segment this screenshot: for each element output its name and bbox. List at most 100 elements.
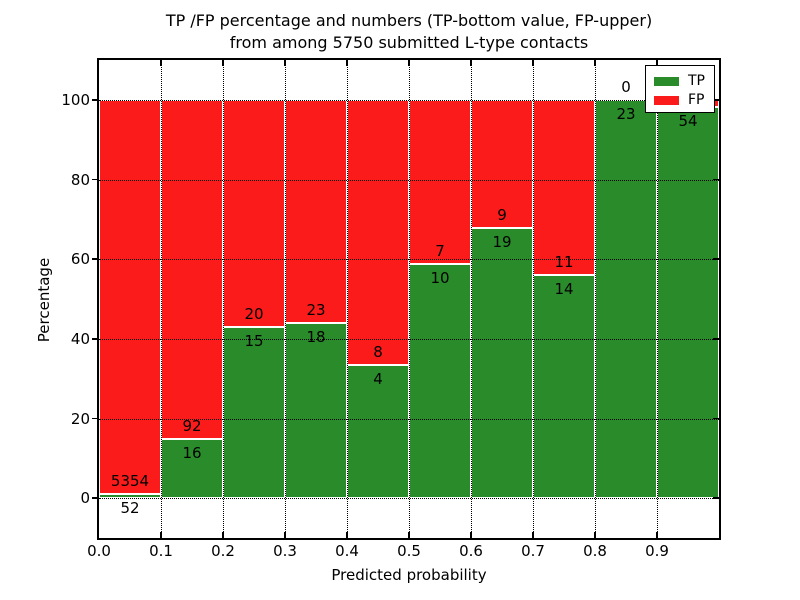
x-tick-label: 0.8 [583,542,607,560]
x-axis-tick-top [532,60,534,66]
x-axis-tick-top [284,60,286,66]
chart-title-line1: TP /FP percentage and numbers (TP-bottom… [165,11,653,30]
bar-segment-fp [409,99,471,264]
y-axis-tick-right [713,417,719,420]
bar-segment-tp [161,439,223,499]
bar-label-tp: 19 [492,232,512,251]
bar-label-tp: 15 [244,332,264,351]
bar-segment-fp [161,99,223,440]
x-axis-tick-bottom [532,532,534,538]
y-axis-tick-right [713,497,719,499]
y-axis-tick [92,258,99,260]
x-axis-tick-top [470,60,472,66]
x-axis-tick-top [594,60,596,66]
x-tick-label: 0.2 [211,542,235,560]
y-axis-tick-right [713,99,719,101]
chart-title: TP /FP percentage and numbers (TP-bottom… [99,10,719,54]
legend: TP FP [645,65,715,113]
bar-label-tp: 54 [678,112,698,131]
bar-label-tp: 23 [616,104,636,123]
x-tick-label: 0.9 [645,542,669,560]
x-axis-tick-top [346,60,348,66]
x-axis-tick-bottom [470,532,472,538]
y-axis-tick-right [713,258,719,260]
y-tick-label: 60 [70,250,90,269]
v-gridline [471,60,472,538]
x-axis-tick-bottom [594,532,596,538]
x-axis-tick-bottom [346,532,348,538]
bar-label-tp: 14 [554,280,574,299]
y-axis-tick [92,99,99,101]
x-axis-tick-top [408,60,410,66]
bar-segment-tp [409,263,471,499]
x-tick-label: 0.3 [273,542,297,560]
bar-segment-fp [99,99,161,495]
bar-label-fp: 0 [621,77,631,96]
v-gridline [409,60,410,538]
x-axis-tick-bottom [284,532,286,538]
bar-segment-tp [657,107,719,499]
bar-label-fp: 23 [306,301,326,320]
bar-segment-fp [347,99,409,366]
bar-label-fp: 7 [435,241,445,260]
plot-area: TP FP 5354 52 92 16 20 15 23 18 8 4 7 10 9 19 11 14 0 23 5… [97,58,721,540]
x-axis-tick-bottom [408,532,410,538]
bar-segment-tp [99,494,161,499]
x-axis-tick-top [160,60,162,66]
bar-segment-tp [471,227,533,499]
y-tick-label: 0 [80,489,90,508]
v-gridline [161,60,162,538]
v-gridline [285,60,286,538]
bar-label-fp: 11 [554,253,574,272]
y-tick-label: 40 [70,329,90,348]
bar-label-tp: 4 [373,370,383,389]
legend-swatch-fp-icon [654,95,679,105]
y-axis-tick [92,338,99,340]
bar-label-tp: 10 [430,268,450,287]
bar-label-tp: 52 [120,499,140,518]
bar-label-tp: 16 [182,444,202,463]
bar-label-fp: 8 [373,343,383,362]
v-gridline [347,60,348,538]
legend-swatch-tp-icon [654,76,679,86]
bar-label-fp: 5354 [110,472,150,491]
legend-item-tp: TP [654,72,714,90]
bar-segment-tp [223,327,285,499]
y-axis-label: Percentage [35,257,53,343]
x-tick-label: 0.6 [459,542,483,560]
y-axis-tick-right [713,178,719,181]
x-tick-label: 0.4 [335,542,359,560]
y-tick-label: 80 [70,170,90,189]
y-tick-label: 100 [61,90,90,109]
x-tick-label: 0.0 [87,542,111,560]
bar-segment-fp [223,99,285,328]
bar-label-tp: 18 [306,328,326,347]
v-gridline [533,60,534,538]
legend-label-tp: TP [688,73,705,89]
y-axis-tick [92,178,99,181]
legend-label-fp: FP [688,92,705,108]
legend-item-fp: FP [654,91,714,109]
x-axis-label: Predicted probability [331,566,487,584]
bar-segment-fp [285,99,347,324]
x-axis-tick-bottom [656,532,658,538]
y-axis-tick [92,417,99,420]
x-axis-tick-top [656,60,658,66]
bar-label-fp: 20 [244,305,264,324]
y-axis-tick [92,497,99,499]
chart-title-line2: from among 5750 submitted L-type contact… [229,33,589,52]
v-gridline [223,60,224,538]
x-tick-label: 0.5 [397,542,421,560]
x-tick-label: 0.7 [521,542,545,560]
bar-segment-fp [533,99,595,276]
x-tick-label: 0.1 [149,542,173,560]
bar-segment-tp [533,275,595,499]
x-axis-tick-bottom [160,532,162,538]
x-axis-tick-top [222,60,224,66]
bar-segment-tp [595,99,657,499]
v-gridline [595,60,596,538]
y-tick-label: 20 [70,409,90,428]
x-axis-tick-bottom [222,532,224,538]
bar-segment-tp [285,323,347,499]
